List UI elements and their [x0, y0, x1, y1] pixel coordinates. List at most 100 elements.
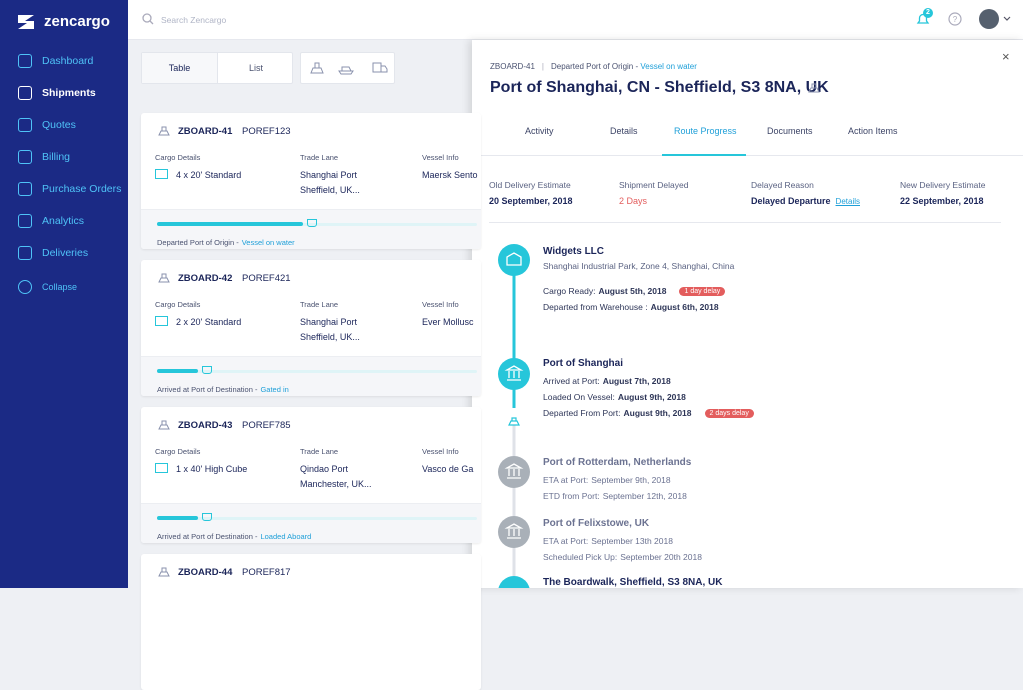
progress-track [157, 370, 477, 373]
event: ETA at Port: September 9th, 2018 [543, 472, 691, 488]
progress-track [157, 517, 477, 520]
nav-item[interactable]: Analytics [18, 214, 84, 228]
status-text: Arrived at Port of Destination - [157, 532, 258, 541]
detail-panel: ZBOARD-41 | Departed Port of Origin - Vess… [472, 40, 1023, 588]
chevron[interactable] [1003, 16, 1011, 22]
tab[interactable]: Details [610, 126, 638, 136]
nav-item[interactable]: Deliveries [18, 246, 88, 260]
destination: Sheffield, UK... [300, 185, 360, 195]
nav-label: Analytics [42, 215, 85, 227]
value: 22 September, 2018 [900, 196, 984, 206]
event: Cargo Ready: August 5th, 2018 1 day delay [543, 283, 734, 299]
nav-item[interactable]: Collapse [18, 280, 77, 294]
event: ETD from Port: September 12th, 2018 [543, 488, 691, 504]
nav-icon [18, 54, 32, 68]
help-icon[interactable]: ? [948, 12, 962, 26]
label: Cargo Details [155, 300, 201, 309]
timeline-stop: Port of Shanghai Arrived at Port: August 7… [543, 358, 754, 421]
status: Arrived at Port of Destination - Loaded A… [157, 532, 311, 541]
destination: Manchester, UK... [300, 479, 372, 489]
mode-filter [300, 52, 395, 84]
event-date: August 6th, 2018 [650, 302, 719, 312]
timeline-stop: Widgets LLC Shanghai Industrial Park, Zon… [543, 246, 734, 315]
top-bar: Search Zencargo 2 ? [128, 0, 1023, 40]
shipment-card[interactable]: ZBOARD-44 POREF817 [141, 554, 481, 690]
event-date: August 5th, 2018 [598, 286, 667, 296]
avatar[interactable] [979, 9, 999, 29]
nav-item[interactable]: Billing [18, 150, 70, 164]
event-date: September 13th 2018 [591, 536, 673, 546]
nav-icon [18, 214, 32, 228]
shipment-card[interactable]: ZBOARD-41 POREF123 Cargo Details 4 x 20' St… [141, 113, 481, 249]
event: Arrived at Port: August 7th, 2018 [543, 373, 754, 389]
status-link[interactable]: Vessel on water [640, 62, 697, 71]
nav-item[interactable]: Dashboard [18, 54, 93, 68]
status: Arrived at Port of Destination - Gated in [157, 385, 289, 394]
event: Scheduled Pick Up: September 20th 2018 [543, 549, 702, 565]
cargo: 1 x 40' High Cube [176, 464, 248, 474]
mode-icons[interactable] [301, 53, 396, 83]
tab[interactable]: Action Items [848, 126, 898, 136]
logo[interactable]: zencargo [44, 13, 110, 30]
nav-label: Purchase Orders [42, 183, 122, 195]
event-label: Scheduled Pick Up: [543, 552, 618, 562]
nav-item[interactable]: Shipments [18, 86, 96, 100]
shipment-card[interactable]: ZBOARD-42 POREF421 Cargo Details 2 x 20' St… [141, 260, 481, 396]
stop-title: Port of Rotterdam, Netherlands [543, 457, 692, 468]
nav-item[interactable]: Purchase Orders [18, 182, 121, 196]
event-label: Departed From Port: [543, 408, 621, 418]
ship-icon [158, 126, 170, 136]
close-button[interactable]: × [1002, 49, 1010, 64]
shipment-id: ZBOARD-42 [178, 273, 233, 284]
nav-label: Deliveries [42, 247, 89, 259]
status-text: Departed Port of Origin - [157, 238, 239, 247]
status-link[interactable]: Gated in [260, 385, 289, 394]
event-label: Departed from Warehouse : [543, 302, 648, 312]
notification-badge: 2 [923, 8, 933, 18]
shipment-id: ZBOARD-41 [178, 126, 233, 137]
shipment-card[interactable]: ZBOARD-43 POREF785 Cargo Details 1 x 40' Hi… [141, 407, 481, 543]
nav-label: Collapse [42, 282, 78, 292]
status-link[interactable]: Vessel on water [241, 238, 295, 247]
event-label: Arrived at Port: [543, 376, 600, 386]
nav-item[interactable]: Quotes [18, 118, 76, 132]
status-band: Arrived at Port of Destination - Loaded A… [141, 503, 481, 543]
tab[interactable]: Route Progress [674, 126, 737, 136]
vessel: Ever Mollusc [422, 317, 474, 327]
separator: | [541, 62, 544, 71]
status-text: Arrived at Port of Destination - [157, 385, 258, 394]
status-link[interactable]: Loaded Aboard [260, 532, 312, 541]
vessel: Vasco de Ga [422, 464, 474, 474]
event-date: September 12th, 2018 [602, 491, 687, 501]
event-date: September 9th, 2018 [591, 475, 671, 485]
nav-label: Billing [42, 151, 71, 163]
label: Trade Lane [300, 447, 339, 456]
tab[interactable]: Documents [767, 126, 813, 136]
summary-label: Delayed Reason [751, 180, 814, 190]
status: Departed Port of Origin - Vessel on water [157, 238, 295, 247]
ship-icon [158, 273, 170, 283]
search-input[interactable]: Search Zencargo [161, 15, 227, 25]
container-icon [155, 316, 168, 326]
container-icon [155, 169, 168, 179]
view-option[interactable]: List [248, 63, 263, 73]
status-band: Arrived at Port of Destination - Gated in [141, 356, 481, 396]
stop-title: Widgets LLC [543, 246, 605, 257]
event-label: ETA at Port: [543, 536, 589, 546]
nav-icon [18, 86, 32, 100]
stop-title: Port of Felixstowe, UK [543, 518, 650, 529]
view-option[interactable]: Table [142, 53, 218, 83]
shipment-id: ZBOARD-44 [178, 567, 233, 578]
nav-label: Dashboard [42, 55, 94, 67]
search-icon [142, 13, 154, 25]
progress-icon [202, 366, 212, 374]
cargo: 2 x 20' Standard [176, 317, 242, 327]
details-link[interactable]: Details [835, 197, 860, 206]
panel-meta: ZBOARD-41 | Departed Port of Origin - Vess… [490, 62, 697, 71]
tab[interactable]: Activity [525, 126, 554, 136]
event: ETA at Port: September 13th 2018 [543, 533, 702, 549]
timeline-stop: Port of Rotterdam, Netherlands ETA at Por… [543, 457, 691, 504]
summary-value: 2 Days [619, 196, 647, 206]
event: Departed from Warehouse : August 6th, 201… [543, 299, 734, 315]
shipment-id: ZBOARD-41 [490, 62, 535, 71]
